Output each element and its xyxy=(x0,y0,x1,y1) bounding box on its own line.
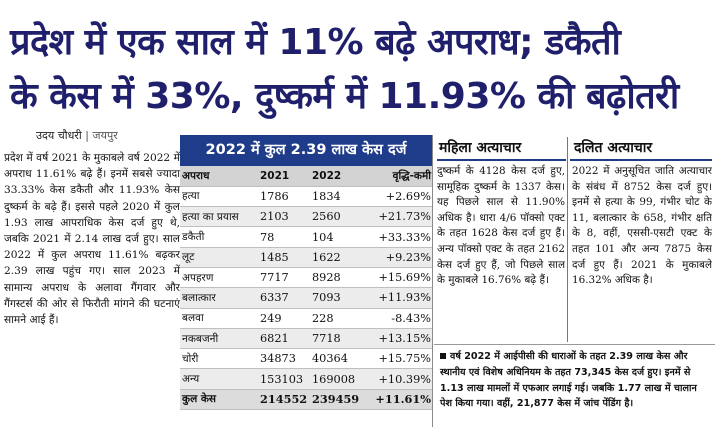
cell-2022: 228 xyxy=(310,308,362,329)
cell-change: +10.39% xyxy=(362,368,432,390)
mahila-section-text: दुष्कर्म के 4128 केस दर्ज हुए, सामूहिक द… xyxy=(437,165,565,287)
crime-table: अपराध 2021 2022 वृद्धि-कमी हत्या 1786 1834… xyxy=(180,166,432,411)
cell-crime: हत्या का प्रयास xyxy=(180,206,258,228)
table-row: अन्य 153103 169008 +10.39% xyxy=(180,368,432,390)
cell-crime: हत्या xyxy=(180,186,258,208)
cell-2022: 8928 xyxy=(310,267,362,289)
bullet-icon xyxy=(440,353,446,359)
cell-change: +15.75% xyxy=(362,348,432,370)
cell-2022: 239459 xyxy=(310,389,362,411)
cell-2021: 214552 xyxy=(258,389,310,411)
cell-crime: डकैती xyxy=(180,226,258,248)
footer-summary-text: वर्ष 2022 में आईपीसी की धाराओं के तहत 2.… xyxy=(440,351,697,410)
cell-2021: 1485 xyxy=(258,247,310,268)
table-row: हत्या 1786 1834 +2.69% xyxy=(180,186,432,208)
cell-2021: 34873 xyxy=(258,348,310,370)
cell-change: +15.69% xyxy=(362,267,432,289)
dalit-section-text: 2022 में अनुसूचित जाति अत्याचार के संबंध… xyxy=(572,165,712,287)
cell-2022: 1834 xyxy=(310,186,362,208)
header-2021: 2021 xyxy=(258,166,310,187)
cell-change: +21.73% xyxy=(362,206,432,228)
cell-crime: अपहरण xyxy=(180,267,258,289)
cell-crime: अन्य xyxy=(180,368,258,390)
cell-change: +2.69% xyxy=(362,186,432,208)
crime-table-box: 2022 में कुल 2.39 लाख केस दर्ज अपराध 202… xyxy=(180,135,433,427)
header-change: वृद्धि-कमी xyxy=(362,166,432,187)
cell-crime: बलवा xyxy=(180,308,258,329)
table-row: डकैती 78 104 +33.33% xyxy=(180,226,432,248)
cell-2021: 249 xyxy=(258,308,310,329)
cell-change: -8.43% xyxy=(362,308,432,329)
cell-2022: 40364 xyxy=(310,348,362,370)
headline-line-1: प्रदेश में एक साल में 11% बढ़े अपराध; डक… xyxy=(10,22,621,63)
byline-author: उदय चौधरी xyxy=(36,129,82,142)
cell-crime: लूट xyxy=(180,247,258,268)
table-total-row: कुल केस 214552 239459 +11.61% xyxy=(180,389,432,411)
headline-block: प्रदेश में एक साल में 11% बढ़े अपराध; डक… xyxy=(0,0,715,122)
table-row: अपहरण 7717 8928 +15.69% xyxy=(180,267,432,289)
cell-crime: कुल केस xyxy=(180,389,258,411)
cell-2022: 7093 xyxy=(310,287,362,309)
headline-line-2: के केस में 33%, दुष्कर्म में 11.93% की ब… xyxy=(10,76,679,117)
dalit-section-title: दलित अत्याचार xyxy=(570,135,712,161)
cell-2022: 104 xyxy=(310,226,362,248)
cell-2021: 2103 xyxy=(258,206,310,228)
cell-2022: 169008 xyxy=(310,368,362,390)
crime-table-body: हत्या 1786 1834 +2.69% हत्या का प्रयास 2103 25… xyxy=(180,186,432,411)
cell-2021: 1786 xyxy=(258,186,310,208)
cell-2021: 6821 xyxy=(258,328,310,350)
cell-2021: 6337 xyxy=(258,287,310,309)
table-row: हत्या का प्रयास 2103 2560 +21.73% xyxy=(180,206,432,228)
cell-crime: चोरी xyxy=(180,348,258,370)
table-row: चोरी 34873 40364 +15.75% xyxy=(180,348,432,370)
cell-change: +13.15% xyxy=(362,328,432,350)
cell-2021: 7717 xyxy=(258,267,310,289)
header-2022: 2022 xyxy=(310,166,362,187)
table-row: नकबजनी 6821 7718 +13.15% xyxy=(180,328,432,350)
crime-table-title: 2022 में कुल 2.39 लाख केस दर्ज xyxy=(180,135,432,166)
footer-summary: वर्ष 2022 में आईपीसी की धाराओं के तहत 2.… xyxy=(440,349,711,412)
mahila-section-title: महिला अत्याचार xyxy=(437,135,566,161)
byline-city: | जयपुर xyxy=(85,129,118,142)
article-left-text: प्रदेश में वर्ष 2021 के मुकाबले वर्ष 202… xyxy=(4,152,180,327)
table-row: बलवा 249 228 -8.43% xyxy=(180,308,432,329)
table-row: लूट 1485 1622 +9.23% xyxy=(180,247,432,268)
byline: उदय चौधरी | जयपुर xyxy=(36,128,118,143)
header-crime: अपराध xyxy=(180,166,258,187)
cell-2022: 7718 xyxy=(310,328,362,350)
cell-change: +11.93% xyxy=(362,287,432,309)
crime-table-header-row: अपराध 2021 2022 वृद्धि-कमी xyxy=(180,166,432,187)
column-divider xyxy=(567,137,568,342)
cell-change: +9.23% xyxy=(362,247,432,268)
article-left-column: प्रदेश में वर्ष 2021 के मुकाबले वर्ष 202… xyxy=(4,150,180,426)
cell-change: +33.33% xyxy=(362,226,432,248)
cell-2021: 78 xyxy=(258,226,310,248)
table-row: बलात्कार 6337 7093 +11.93% xyxy=(180,287,432,309)
cell-2021: 153103 xyxy=(258,368,310,390)
cell-change: +11.61% xyxy=(362,389,432,411)
cell-crime: नकबजनी xyxy=(180,328,258,350)
cell-crime: बलात्कार xyxy=(180,287,258,309)
cell-2022: 2560 xyxy=(310,206,362,228)
footer-summary-box: वर्ष 2022 में आईपीसी की धाराओं के तहत 2.… xyxy=(434,344,715,428)
cell-2022: 1622 xyxy=(310,247,362,268)
